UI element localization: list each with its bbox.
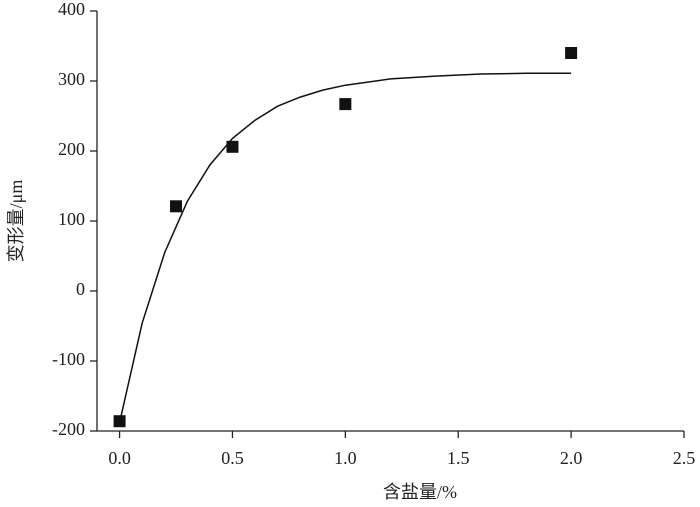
y-tick-label: 300 (58, 69, 85, 89)
y-tick-label: 200 (58, 139, 85, 159)
y-tick-label: 400 (58, 0, 85, 19)
x-tick-label: 2.0 (560, 448, 583, 468)
data-point (565, 47, 578, 59)
data-point (226, 140, 239, 153)
y-tick-label: -200 (52, 419, 85, 439)
fit-curve (118, 72, 572, 423)
data-point (339, 98, 352, 111)
y-tick-label: 100 (58, 209, 85, 229)
x-tick-label: 0.0 (108, 448, 131, 468)
x-tick-label: 1.5 (447, 448, 470, 468)
x-tick-label: 1.0 (334, 448, 357, 468)
y-axis-title: 变形量/μm (6, 180, 26, 263)
x-tick-label: 2.5 (673, 448, 696, 468)
y-tick-label: 0 (76, 279, 85, 299)
x-tick-label: 0.5 (221, 448, 244, 468)
data-point (170, 200, 183, 213)
y-tick-label: -100 (52, 349, 85, 369)
x-axis-title: 含盐量/% (383, 482, 457, 502)
